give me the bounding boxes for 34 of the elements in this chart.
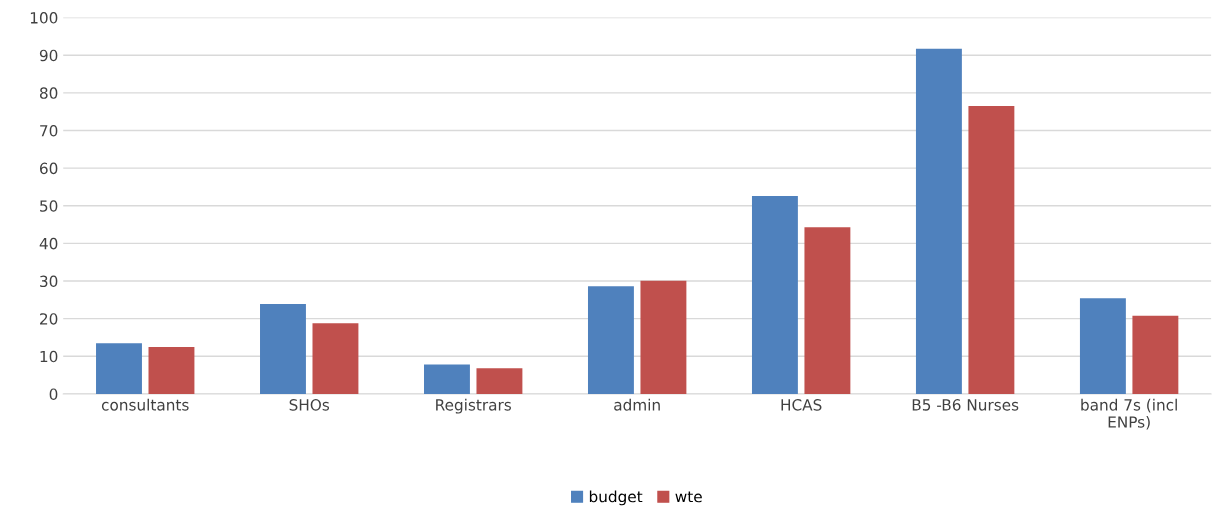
legend-label: wte — [675, 491, 702, 503]
x-tick-label: band 7s (incl ENPs) — [1081, 398, 1177, 430]
y-tick-label: 80 — [39, 87, 58, 99]
y-tick-label: 90 — [39, 49, 58, 62]
x-tick-label: HCAS — [781, 399, 822, 411]
bar — [751, 195, 798, 394]
bar — [915, 48, 962, 394]
bar — [312, 323, 359, 394]
y-tick-label: 30 — [40, 275, 58, 288]
y-tick-label: 60 — [40, 162, 58, 175]
x-tick-label: admin — [614, 398, 660, 411]
y-tick-label: 100 — [30, 12, 58, 24]
y-tick-label: 40 — [39, 237, 58, 250]
x-tick-label: consultants — [101, 398, 189, 411]
y-tick-label: 10 — [40, 350, 58, 363]
bar — [260, 304, 306, 394]
y-tick-label: 50 — [40, 200, 58, 212]
bar — [96, 343, 142, 394]
bar — [424, 364, 470, 394]
x-tick-label: SHOs — [289, 399, 330, 411]
bar — [587, 286, 634, 394]
bar — [148, 346, 195, 394]
bar — [968, 106, 1015, 394]
x-tick-label: B5 -B6 Nurses — [912, 399, 1019, 411]
bar — [1079, 298, 1126, 394]
bar — [640, 280, 687, 394]
y-tick-label: 0 — [49, 388, 58, 400]
y-tick-label: 20 — [40, 313, 58, 325]
y-tick-label: 70 — [40, 124, 58, 137]
x-tick-label: Registrars — [436, 398, 511, 414]
bar — [804, 227, 851, 394]
legend-label: budget — [589, 490, 643, 506]
bar — [476, 368, 523, 394]
bar — [1132, 315, 1179, 394]
